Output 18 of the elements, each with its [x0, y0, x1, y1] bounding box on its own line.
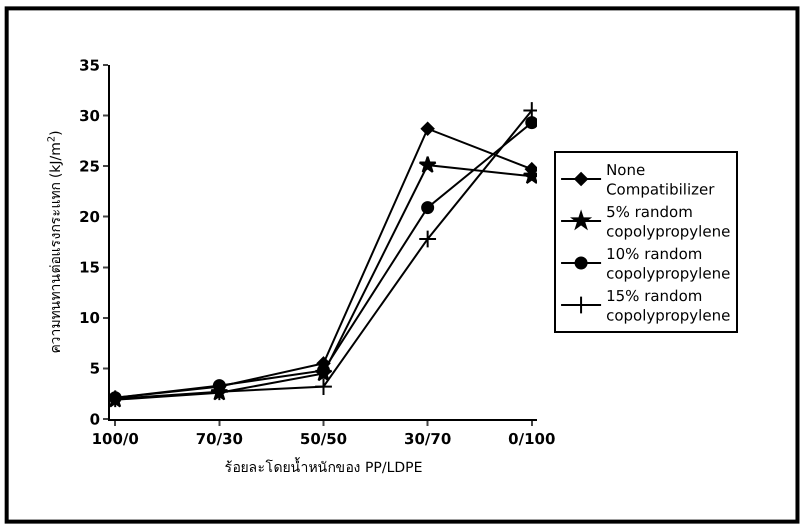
y-tick-label: 20	[79, 208, 100, 226]
y-tick-label: 5	[90, 360, 100, 378]
x-tick-label: 30/70	[404, 430, 452, 448]
x-tick-label: 70/30	[196, 430, 243, 448]
y-tick-label: 35	[79, 56, 100, 74]
y-tick-label: 30	[79, 106, 100, 125]
legend-label: 15% random copolypropylene	[606, 287, 730, 325]
x-axis-title: ร้อยละโดยน้ำหนักของ PP/LDPE	[224, 456, 422, 476]
y-tick-label: 15	[79, 258, 100, 277]
y-tick-label: 0	[90, 410, 100, 428]
x-tick-label: 100/0	[92, 430, 139, 448]
legend-label: 5% random copolypropylene	[606, 203, 730, 241]
x-tick-label: 50/50	[300, 430, 348, 448]
y-tick-label: 10	[79, 309, 100, 328]
legend-label: 10% random copolypropylene	[606, 245, 730, 283]
legend-label: None Compatibilizer	[606, 161, 716, 199]
x-tick-label: 0/100	[508, 430, 556, 448]
y-tick-label: 25	[79, 157, 100, 176]
